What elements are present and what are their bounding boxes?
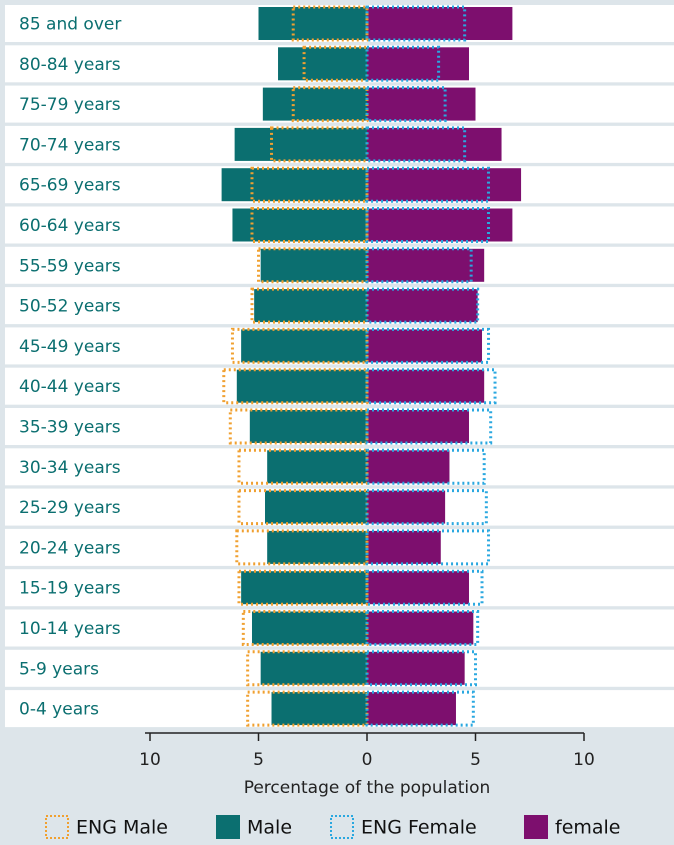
bar (251, 611, 367, 645)
y-tick-label: 40-44 years (19, 377, 121, 397)
y-tick-label: 45-49 years (19, 337, 121, 357)
legend-swatch (45, 815, 69, 839)
bar (367, 410, 469, 443)
legend-swatch (524, 815, 548, 839)
bar (367, 208, 513, 242)
reference-bar (250, 166, 369, 203)
bar (232, 208, 367, 242)
bar (262, 87, 367, 121)
reference-bar (365, 569, 484, 606)
reference-bar (237, 448, 369, 485)
bar (367, 248, 485, 282)
reference-bar (365, 489, 488, 526)
bar (260, 248, 367, 282)
reference-bar (246, 690, 369, 727)
y-tick-label: 75-79 years (19, 95, 121, 115)
bar (367, 369, 485, 403)
reference-bar (365, 408, 493, 445)
bar (367, 47, 469, 81)
legend-label: ENG Male (76, 817, 168, 839)
bar (367, 611, 474, 645)
bar (367, 692, 456, 726)
reference-bar (222, 368, 369, 405)
bar (254, 289, 367, 323)
bar (260, 651, 367, 685)
legend-label: Male (247, 817, 292, 839)
bar (236, 369, 367, 403)
y-tick-label: 0-4 years (19, 700, 99, 720)
y-tick-label: 30-34 years (19, 458, 121, 478)
reference-bar (365, 327, 491, 364)
bar (241, 571, 367, 605)
x-tick-label: 10 (573, 750, 595, 770)
y-tick-label: 50-52 years (19, 297, 121, 317)
bar (367, 87, 476, 121)
y-tick-label: 85 and over (19, 15, 121, 35)
legend-label: ENG Female (361, 817, 477, 839)
bar (367, 329, 483, 363)
x-tick-label: 10 (139, 750, 161, 770)
reference-bar (365, 529, 491, 566)
bar (265, 490, 367, 524)
bar (367, 571, 469, 605)
y-tick-label: 35-39 years (19, 418, 121, 438)
y-tick-label: 5-9 years (19, 659, 99, 679)
x-tick-label: 5 (253, 750, 264, 770)
bar (367, 490, 446, 524)
y-tick-label: 20-24 years (19, 538, 121, 558)
reference-bar (257, 247, 369, 284)
bar (271, 692, 367, 726)
legend-label: female (555, 817, 621, 839)
reference-bar (365, 610, 480, 646)
x-tick-label: 5 (470, 750, 481, 770)
reference-bar (365, 207, 491, 243)
bar (234, 127, 367, 161)
reference-bar (365, 247, 473, 284)
reference-bar (365, 45, 441, 82)
bar (267, 450, 367, 484)
y-tick-label: 55-59 years (19, 256, 121, 276)
y-tick-label: 70-74 years (19, 135, 121, 155)
legend-swatch (330, 815, 354, 839)
bar (241, 329, 367, 363)
reference-bar (365, 368, 497, 405)
reference-bar (365, 86, 447, 123)
bar (367, 450, 450, 484)
y-tick-label: 60-64 years (19, 216, 121, 236)
reference-bar (237, 489, 369, 526)
bar (221, 168, 367, 202)
bar (367, 7, 513, 40)
reference-bar (291, 5, 369, 42)
y-tick-label: 25-29 years (19, 498, 121, 518)
y-tick-label: 65-69 years (19, 176, 121, 196)
reference-bar (250, 207, 369, 243)
y-tick-label: 80-84 years (19, 55, 121, 75)
bar (367, 168, 522, 202)
bar (278, 47, 367, 81)
y-tick-label: 10-14 years (19, 619, 121, 639)
bar (367, 530, 441, 564)
reference-bar (365, 166, 491, 203)
reference-bar (365, 650, 477, 687)
reference-bar (302, 45, 369, 82)
bar (367, 651, 465, 685)
reference-bar (230, 327, 369, 364)
bar (249, 410, 367, 443)
reference-bar (237, 569, 369, 606)
bar (258, 7, 367, 40)
legend-swatch (216, 815, 240, 839)
x-tick-label: 0 (362, 750, 373, 770)
y-tick-label: 15-19 years (19, 579, 121, 599)
bar (367, 289, 478, 323)
reference-bar (270, 126, 369, 163)
bar (367, 127, 502, 161)
x-axis-title: Percentage of the population (244, 778, 491, 798)
bar (267, 530, 367, 564)
reference-bar (235, 529, 369, 566)
reference-bar (365, 287, 480, 324)
